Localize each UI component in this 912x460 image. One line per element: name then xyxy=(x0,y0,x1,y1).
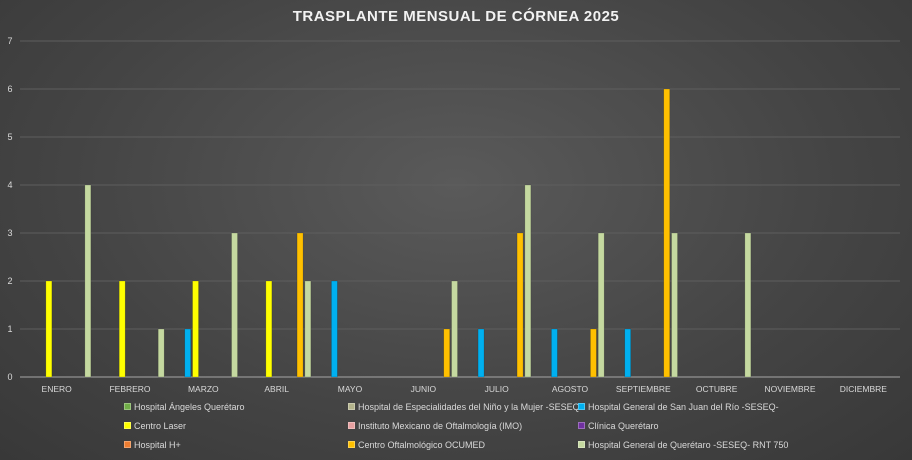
y-tick-label: 5 xyxy=(7,132,12,142)
x-tick-label: SEPTIEMBRE xyxy=(616,384,671,394)
legend-item: Hospital General de San Juan del Río -SE… xyxy=(578,402,779,412)
bar-hospital-general-de-quer-taro-seseq-rnt-750 xyxy=(597,232,605,378)
bar-centro-laser xyxy=(45,280,53,378)
bar-hospital-general-de-quer-taro-seseq-rnt-750 xyxy=(231,232,238,378)
bar-hospital-general-de-san-juan-del-r-o-seseq xyxy=(551,328,558,378)
legend-swatch xyxy=(348,422,355,429)
legend-swatch xyxy=(578,422,585,429)
x-tick-label: MAYO xyxy=(338,384,363,394)
legend-item: Hospital H+ xyxy=(124,440,181,450)
legend-label: Hospital General de Querétaro -SESEQ- RN… xyxy=(588,440,789,450)
bar-centro-laser xyxy=(118,280,126,378)
x-tick-label: AGOSTO xyxy=(552,384,589,394)
legend-label: Clínica Querétaro xyxy=(588,421,659,431)
legend-item: Instituto Mexicano de Oftalmología (IMO) xyxy=(348,421,522,431)
legend-label: Hospital Ángeles Querétaro xyxy=(134,402,245,412)
bar-hospital-general-de-quer-taro-seseq-rnt-750 xyxy=(524,184,532,378)
x-tick-label: ENERO xyxy=(42,384,73,394)
y-tick-label: 0 xyxy=(7,372,12,382)
x-tick-label: JULIO xyxy=(485,384,509,394)
bar-centro-oftalmol-gico-ocumed xyxy=(296,232,304,378)
bar-centro-oftalmol-gico-ocumed xyxy=(516,232,524,378)
bar-hospital-general-de-quer-taro-seseq-rnt-750 xyxy=(84,184,92,378)
legend-item: Hospital de Especialidades del Niño y la… xyxy=(348,402,583,412)
x-tick-label: MARZO xyxy=(188,384,219,394)
y-tick-label: 1 xyxy=(7,324,12,334)
legend-item: Hospital General de Querétaro -SESEQ- RN… xyxy=(578,440,788,450)
y-tick-label: 2 xyxy=(7,276,12,286)
legend-swatch xyxy=(578,441,585,448)
bar-hospital-general-de-san-juan-del-r-o-seseq xyxy=(477,328,485,378)
bar-hospital-general-de-quer-taro-seseq-rnt-750 xyxy=(744,232,752,378)
legend-item: Hospital Ángeles Querétaro xyxy=(124,402,245,412)
legend-label: Centro Oftalmológico OCUMED xyxy=(358,440,486,450)
x-tick-label: JUNIO xyxy=(411,384,437,394)
x-tick-label: FEBRERO xyxy=(109,384,150,394)
bar-centro-oftalmol-gico-ocumed xyxy=(663,88,671,378)
x-tick-label: OCTUBRE xyxy=(696,384,738,394)
legend-label: Instituto Mexicano de Oftalmología (IMO) xyxy=(358,421,523,431)
x-tick-label: DICIEMBRE xyxy=(840,384,888,394)
legend-label: Hospital H+ xyxy=(134,440,181,450)
chart-plot: 0 1 2 3 4 5 6 7 ENERO FEBRERO MARZO ABRIL MAYO JUNIO J… xyxy=(7,36,900,394)
bar-centro-oftalmol-gico-ocumed xyxy=(590,328,597,378)
chart-title: TRASPLANTE MENSUAL DE CÓRNEA 2025 xyxy=(292,8,620,25)
bar-hospital-general-de-san-juan-del-r-o-seseq xyxy=(331,280,338,378)
legend-swatch xyxy=(124,422,131,429)
bar-hospital-general-de-san-juan-del-r-o-seseq xyxy=(184,328,192,378)
bar-hospital-general-de-quer-taro-seseq-rnt-750 xyxy=(671,232,678,378)
legend-item: Centro Laser xyxy=(124,421,186,431)
bar-centro-laser xyxy=(192,280,199,378)
y-tick-label: 3 xyxy=(7,228,12,238)
legend-label: Hospital General de San Juan del Río -SE… xyxy=(588,402,779,412)
x-tick-label: NOVIEMBRE xyxy=(764,384,815,394)
legend-label: Hospital de Especialidades del Niño y la… xyxy=(358,402,583,412)
legend-item: Clínica Querétaro xyxy=(578,421,659,431)
legend-swatch xyxy=(578,403,585,410)
legend-label: Centro Laser xyxy=(134,421,187,431)
bar-centro-laser xyxy=(265,280,273,378)
y-tick-label: 7 xyxy=(7,36,12,46)
legend-swatch xyxy=(124,441,131,448)
bar-hospital-general-de-san-juan-del-r-o-seseq xyxy=(624,328,632,378)
bar-hospital-general-de-quer-taro-seseq-rnt-750 xyxy=(304,280,312,378)
bar-centro-oftalmol-gico-ocumed xyxy=(443,328,451,378)
bar-hospital-general-de-quer-taro-seseq-rnt-750 xyxy=(157,328,165,378)
legend-swatch xyxy=(348,403,355,410)
bar-hospital-general-de-quer-taro-seseq-rnt-750 xyxy=(451,280,458,378)
legend-item: Centro Oftalmológico OCUMED xyxy=(348,440,485,450)
x-tick-label: ABRIL xyxy=(264,384,289,394)
legend-swatch xyxy=(124,403,131,410)
y-tick-label: 4 xyxy=(7,180,12,190)
y-tick-label: 6 xyxy=(7,84,12,94)
legend-swatch xyxy=(348,441,355,448)
